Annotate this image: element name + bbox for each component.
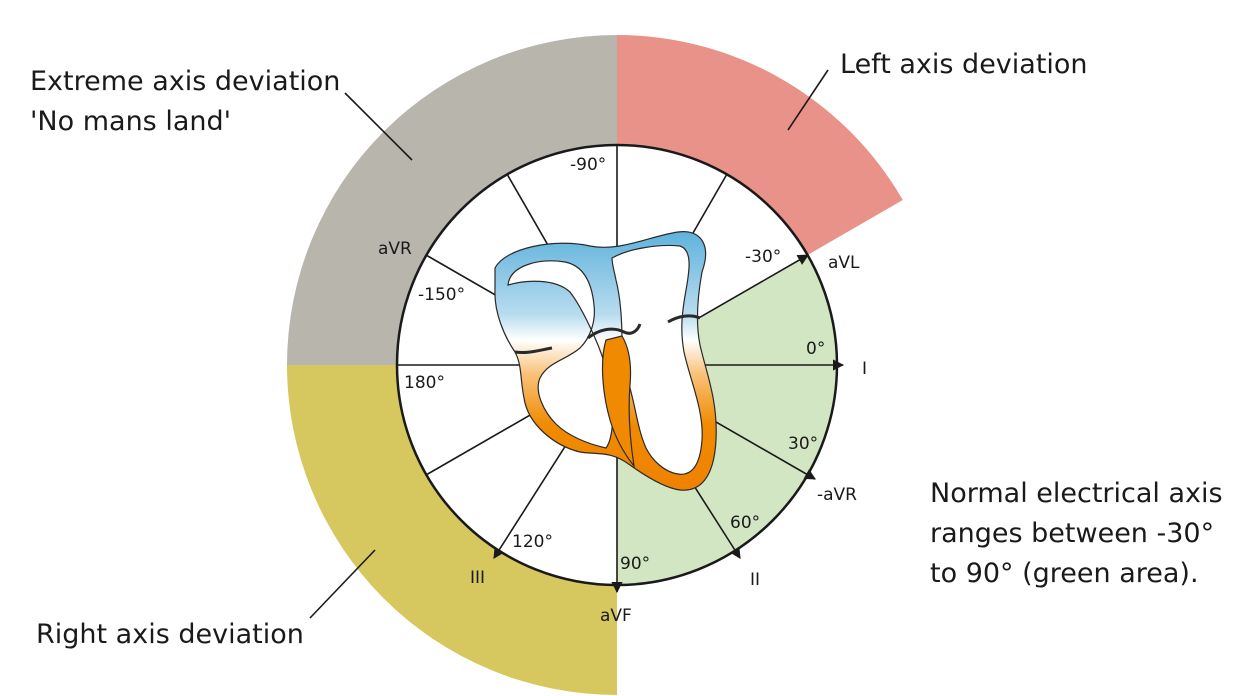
angle-label-90: 90° [620,554,650,574]
extreme-subtitle: 'No mans land' [30,106,231,137]
lead-label-ii: II [750,570,760,590]
heart-left-chamber [507,260,614,449]
angle-label-30: 30° [788,434,818,454]
left-leader-line [787,69,829,131]
angle-label-120: 120° [512,532,553,552]
angle-label-60: 60° [730,513,760,533]
left-title: Left axis deviation [840,49,1088,80]
lead-label-minus-avr: -aVR [817,485,857,505]
note-line-1: Normal electrical axis [930,478,1223,509]
extreme-title: Extreme axis deviation [30,66,340,97]
lead-label-i: I [862,359,867,379]
angle-label-180: 180° [404,373,445,393]
heart-valve-left [514,346,553,354]
note-line-2: ranges between -30° [930,518,1214,549]
angle-label-minus30: -30° [745,247,781,267]
extreme-leader-line [344,92,413,161]
lead-label-avf: aVF [600,606,632,626]
leader-lines [309,69,829,619]
heart-valve-center [587,323,642,340]
heart-illustration [494,231,717,491]
angle-label-minus150: -150° [418,285,465,305]
note-line-3: to 90° (green area). [930,558,1199,589]
left-deviation-region [617,35,903,255]
lead-label-iii: III [470,568,485,588]
extreme-deviation-region [287,35,617,365]
heart-valve-right [667,314,701,324]
right-title: Right axis deviation [36,619,304,650]
right-leader-line [309,549,376,619]
lead-label-avl: aVL [828,253,860,273]
angle-label-0: 0° [806,339,825,359]
heart-right-chamber [611,244,703,475]
right-deviation-region [287,365,617,695]
lead-label-avr: aVR [378,239,412,259]
heart-septum [601,335,635,469]
angle-label-minus90: -90° [570,155,606,175]
